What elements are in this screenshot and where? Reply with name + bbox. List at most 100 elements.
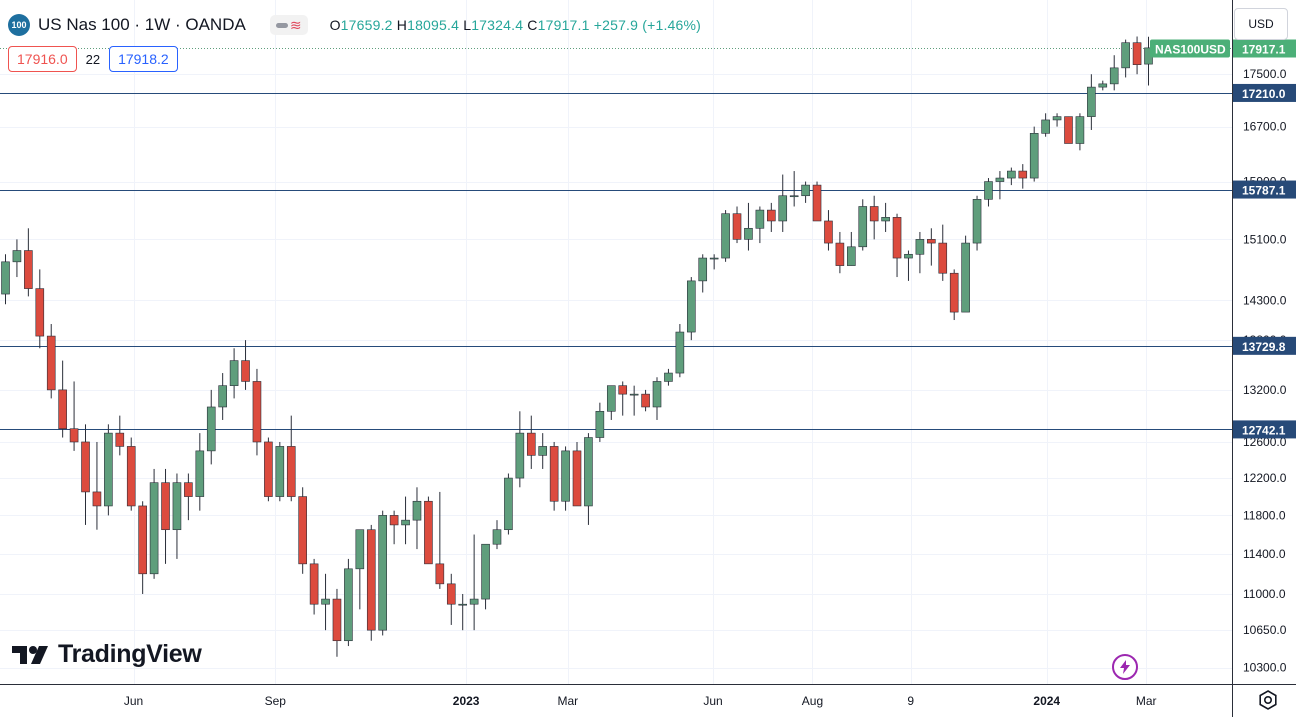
candle (378, 510, 387, 636)
candle-body (595, 410, 605, 438)
settings-button[interactable] (1254, 686, 1282, 714)
candle-body (401, 519, 410, 526)
candle-body (1087, 86, 1096, 117)
candle-body (389, 515, 399, 526)
candle (892, 213, 902, 278)
candle-body (961, 242, 970, 313)
ohlc-readout: O17659.2 H18095.4 L17324.4 C17917.1 +257… (330, 17, 701, 33)
candle (435, 491, 445, 589)
candle (126, 437, 136, 511)
candle (424, 496, 433, 565)
candle (572, 441, 582, 507)
candle-body (847, 246, 856, 266)
currency-selector[interactable]: USD (1234, 8, 1288, 40)
sell-price-button[interactable]: 17916.0 (8, 46, 77, 72)
candle-body (252, 381, 262, 443)
candle (1098, 80, 1108, 91)
candle (1, 254, 10, 305)
candle (675, 324, 685, 378)
candle (835, 231, 845, 274)
candle-body (1041, 119, 1050, 134)
candle-body (275, 446, 285, 497)
candle-body (927, 239, 936, 244)
candle (1007, 167, 1016, 186)
open-label: O (329, 17, 341, 33)
candle (869, 195, 879, 240)
last-price-label: 17917.1 (1242, 43, 1286, 57)
candle (81, 424, 90, 525)
price-tick-label: 11400.0 (1243, 547, 1286, 561)
candle (366, 524, 376, 641)
spread-value: 22 (85, 51, 101, 67)
time-tick-label: 2024 (1033, 694, 1060, 708)
candle-body (629, 393, 639, 396)
logo-text: TradingView (58, 640, 202, 668)
candle (469, 534, 479, 631)
price-tick-label: 14300.0 (1243, 293, 1287, 307)
price-tick-label: 11800.0 (1243, 508, 1286, 522)
candle-body (892, 217, 902, 259)
candle (92, 441, 102, 530)
candle (618, 381, 628, 416)
candle-body (1098, 83, 1108, 88)
low-label: L (463, 17, 472, 33)
candle (492, 520, 502, 550)
buy-price-button[interactable]: 17918.2 (109, 46, 178, 72)
candle-body (309, 563, 319, 605)
price-axis-background (1232, 0, 1296, 717)
symbol-tag: NAS100USD (1155, 43, 1226, 57)
candle-body (915, 239, 925, 255)
gear-icon (1259, 690, 1277, 710)
indicator-toggle-button[interactable]: ≋ (269, 15, 308, 35)
candle (58, 360, 67, 438)
candle-body (995, 177, 1005, 182)
candle (652, 377, 662, 420)
candle-body (126, 446, 136, 507)
candle-body (1121, 42, 1130, 69)
time-tick-label: 2023 (453, 694, 480, 708)
candle (264, 437, 273, 502)
candle-body (264, 441, 273, 497)
candle (721, 210, 730, 262)
candle-body (172, 482, 182, 531)
candle (584, 433, 593, 525)
candle-body (767, 209, 776, 222)
high-value: 18095.4 (407, 17, 460, 33)
tradingview-logo[interactable]: TradingView (12, 640, 202, 669)
symbol-icon[interactable]: 100 (8, 14, 30, 36)
candle-body (732, 213, 742, 240)
candle (252, 368, 262, 456)
candle-body (35, 288, 45, 337)
candle-body (515, 432, 525, 479)
candle (881, 202, 890, 232)
symbol-tag-bg (1150, 39, 1230, 58)
candle (538, 433, 548, 469)
candle (778, 174, 788, 232)
candle-body (949, 272, 959, 313)
level-label-bg-resistance (1233, 83, 1296, 102)
time-tick-label: Sep (265, 694, 287, 708)
candle-body (652, 381, 662, 408)
candle (664, 368, 673, 386)
quote-row: 17916.0 22 17918.2 (8, 46, 178, 72)
candle (412, 487, 422, 550)
candle-body (835, 242, 845, 266)
level-label-bg-support-2 (1233, 336, 1296, 355)
candle-body (869, 206, 879, 222)
symbol-title[interactable]: US Nas 100 · 1W · OANDA (38, 15, 246, 34)
candle-body (481, 543, 490, 600)
candle-body (789, 195, 799, 198)
candle (149, 468, 159, 579)
candle (184, 473, 193, 521)
candle-body (584, 437, 593, 507)
candle (298, 487, 307, 574)
candle-body (195, 450, 205, 497)
candle (344, 558, 353, 647)
wave-icon: ≋ (289, 17, 302, 33)
close-label: C (527, 17, 538, 33)
replay-button[interactable] (1112, 654, 1138, 680)
time-tick-label: 9 (907, 694, 914, 708)
price-tick-label: 17500.0 (1243, 67, 1287, 81)
candle-body (321, 598, 330, 605)
